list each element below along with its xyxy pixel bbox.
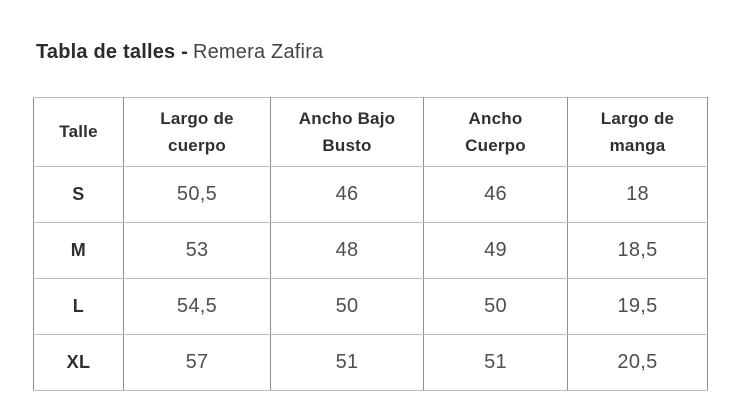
value-cell: 57 [123,334,271,391]
value-cell: 51 [423,334,568,391]
size-cell: S [33,166,124,223]
column-header-label: Ancho Bajo [298,108,396,128]
column-header-label: Ancho [468,108,523,128]
table-row-l: L 54,5 50 50 19,5 [33,278,708,335]
column-header-largo-de-cuerpo: Largo de cuerpo [123,97,271,167]
column-header-label: Largo de [160,108,234,128]
table-header-row: Talle Largo de cuerpo Ancho Bajo Busto A… [33,97,708,167]
value-cell: 48 [270,222,424,279]
column-header-label: Cuerpo [465,136,526,155]
page-title: Tabla de talles - Remera Zafira [36,41,323,64]
value-cell: 49 [423,222,568,279]
table-row-m: M 53 48 49 18,5 [33,222,708,279]
size-cell: L [33,278,124,335]
page-title-label: Tabla de talles - [36,41,188,63]
value-cell: 50 [423,278,568,335]
size-cell: XL [33,334,124,391]
value-cell: 50 [270,278,424,335]
value-cell: 18 [567,166,708,223]
value-cell: 53 [123,222,271,279]
size-table: Talle Largo de cuerpo Ancho Bajo Busto A… [33,97,708,391]
value-cell: 19,5 [567,278,708,335]
value-cell: 51 [270,334,424,391]
table-row-s: S 50,5 46 46 18 [33,166,708,223]
value-cell: 18,5 [567,222,708,279]
column-header-ancho-cuerpo: Ancho Cuerpo [423,97,568,167]
column-header-label: cuerpo [168,136,226,155]
value-cell: 20,5 [567,334,708,391]
value-cell: 54,5 [123,278,271,335]
column-header-talle: Talle [33,97,124,167]
column-header-label: manga [609,136,666,155]
column-header-label: Talle [59,122,98,142]
value-cell: 46 [423,166,568,223]
value-cell: 50,5 [123,166,271,223]
size-cell: M [33,222,124,279]
product-name: Remera Zafira [192,41,324,63]
value-cell: 46 [270,166,424,223]
table-row-xl: XL 57 51 51 20,5 [33,334,708,391]
column-header-largo-de-manga: Largo de manga [567,97,708,167]
column-header-ancho-bajo-busto: Ancho Bajo Busto [270,97,424,167]
column-header-label: Largo de [600,108,675,128]
column-header-label: Busto [322,136,372,155]
